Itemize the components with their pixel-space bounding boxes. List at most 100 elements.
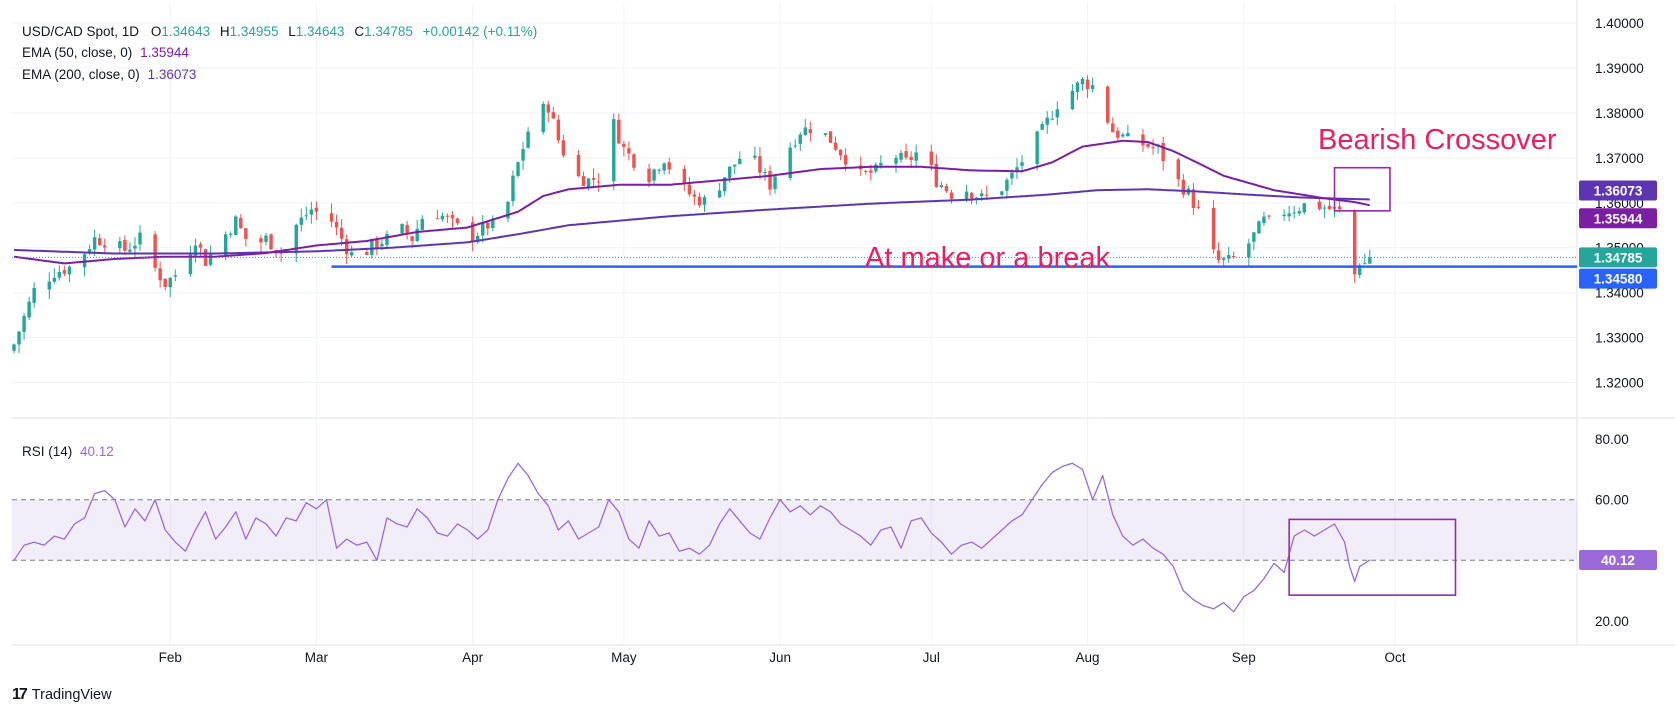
candle-down: [334, 221, 339, 228]
ema50-badge: 1.35944: [1594, 211, 1643, 226]
candle-down: [153, 234, 157, 268]
candle-down: [375, 238, 379, 248]
candle-up: [1247, 243, 1251, 258]
candle-down: [869, 170, 873, 173]
candle-down: [944, 186, 949, 192]
candle-down: [62, 270, 67, 274]
rsi-line: [13, 462, 1371, 613]
candle-up: [1126, 133, 1130, 137]
symbol-title[interactable]: USD/CAD Spot, 1D: [22, 24, 140, 39]
candle-up: [349, 252, 354, 256]
candle-up: [803, 127, 808, 135]
candle-up: [793, 145, 797, 147]
candle-down: [470, 222, 475, 242]
annotation-make-or-break[interactable]: At make or a break: [865, 242, 1110, 274]
candle-down: [909, 156, 913, 161]
candle-up: [481, 222, 485, 236]
candle-down: [1085, 79, 1090, 90]
time-tick-label: Mar: [305, 650, 329, 665]
candle-up: [415, 228, 419, 241]
candle-up: [380, 243, 384, 247]
candle-down: [576, 154, 581, 177]
candle-up: [722, 177, 727, 192]
crossover-box: [1333, 166, 1391, 212]
ema200-path: [13, 188, 1370, 255]
candle-down: [1116, 130, 1120, 138]
candle-down: [843, 155, 848, 165]
candle-down: [828, 131, 833, 143]
candle-up: [1368, 257, 1372, 264]
ema50-badge-bg: [1579, 208, 1657, 229]
tradingview-footer[interactable]: 17 TradingView: [12, 686, 112, 704]
annotation-boxes[interactable]: [1288, 166, 1457, 596]
candle-down: [551, 112, 556, 119]
candle-down: [692, 194, 697, 197]
candle-up: [506, 201, 510, 219]
candle-down: [1176, 159, 1180, 180]
annotation-bearish-crossover[interactable]: Bearish Crossover: [1318, 124, 1557, 156]
rsi-value: 40.12: [80, 444, 114, 459]
candle-up: [67, 266, 72, 275]
candle-down: [1196, 207, 1201, 209]
ema200-value: 1.36073: [147, 67, 197, 82]
candle-down: [556, 119, 561, 141]
candle-down: [1146, 143, 1150, 147]
candle-up: [798, 134, 802, 144]
rsi-badge-bg: [1579, 549, 1657, 570]
candle-up: [491, 218, 495, 229]
candle-down: [934, 163, 939, 187]
candle-down: [833, 142, 838, 150]
candle-up: [652, 169, 656, 181]
candle-up: [440, 215, 445, 220]
ema200-legend[interactable]: EMA (200, close, 0) 1.36073: [22, 67, 196, 82]
candle-up: [733, 164, 737, 167]
open-value: 1.34643: [161, 24, 211, 39]
candle-down: [929, 151, 934, 165]
candle-up: [717, 190, 722, 198]
support-line[interactable]: [12, 256, 1577, 268]
candle-up: [133, 245, 137, 249]
candle-down: [682, 168, 687, 184]
rsi-legend[interactable]: RSI (14) 40.12: [22, 444, 114, 459]
price-tick-label: 1.40000: [1595, 16, 1644, 31]
candle-down: [365, 252, 369, 256]
ema50-label: EMA (50, close, 0): [22, 45, 133, 60]
ema200-line: [13, 188, 1370, 255]
candle-up: [229, 233, 233, 235]
candle-up: [879, 162, 883, 166]
candle-up: [475, 235, 480, 243]
candle-down: [697, 196, 702, 206]
candle-down: [838, 149, 843, 156]
candle-up: [763, 172, 767, 174]
candle-up: [823, 133, 828, 135]
candle-down: [969, 192, 974, 199]
candle-up: [1121, 134, 1125, 137]
candle-up: [1221, 258, 1226, 261]
low-label: L: [288, 24, 296, 39]
candle-up: [753, 155, 757, 158]
candle-up: [304, 215, 309, 217]
candle-down: [1216, 250, 1221, 261]
candle-down: [1352, 210, 1357, 275]
candle-down: [244, 228, 248, 240]
candle-up: [12, 344, 16, 351]
candle-up: [979, 193, 984, 197]
candle-down: [1211, 207, 1216, 250]
candle-up: [1292, 212, 1296, 214]
candle-up: [511, 175, 515, 202]
rsi-badge: 40.12: [1601, 553, 1635, 568]
candle-up: [1297, 211, 1301, 214]
candle-down: [596, 181, 601, 183]
support-badge-bg: [1579, 268, 1657, 289]
candle-down: [450, 215, 455, 219]
candle-up: [118, 241, 122, 249]
candle-down: [1337, 206, 1342, 210]
candle-down: [647, 168, 651, 183]
candle-down: [455, 218, 460, 224]
candle-up: [294, 224, 298, 254]
candle-up: [47, 281, 51, 290]
candle-down: [561, 140, 566, 156]
time-tick-label: May: [611, 650, 637, 665]
ema50-legend[interactable]: EMA (50, close, 0) 1.35944: [22, 45, 189, 60]
candle-down: [405, 224, 409, 235]
